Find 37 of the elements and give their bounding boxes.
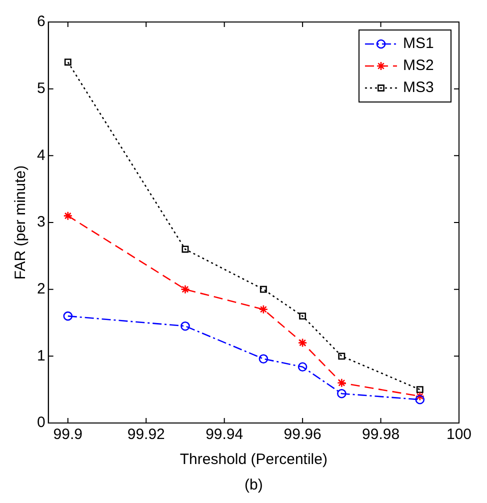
point xyxy=(416,386,424,394)
y-tick-label: 5 xyxy=(37,80,46,97)
point xyxy=(258,354,268,364)
point xyxy=(337,388,346,398)
point xyxy=(63,311,73,321)
legend-label: MS1 xyxy=(403,35,434,52)
y-axis-title: FAR (per minute) xyxy=(12,165,30,280)
point xyxy=(260,286,267,293)
legend-label: MS3 xyxy=(403,79,434,96)
y-tick-label: 6 xyxy=(37,13,46,30)
point xyxy=(298,338,308,348)
y-tick-label: 1 xyxy=(37,347,46,364)
point xyxy=(180,321,190,331)
x-tick-label: 99.9 xyxy=(53,426,82,444)
x-tick-label: 99.96 xyxy=(284,426,322,444)
y-tick-label: 3 xyxy=(37,214,46,231)
y-tick-label: 4 xyxy=(37,146,46,164)
y-tick-label: 2 xyxy=(37,280,46,298)
point xyxy=(182,246,189,253)
point xyxy=(298,362,308,372)
point xyxy=(415,392,425,401)
x-tick-label: 99.94 xyxy=(206,426,244,444)
text: (b) xyxy=(244,476,263,494)
x-axis-title: Threshold (Percentile) xyxy=(180,451,328,468)
point xyxy=(415,394,425,404)
point xyxy=(64,58,72,66)
point xyxy=(63,211,73,220)
legend-label: MS2 xyxy=(403,57,434,74)
point xyxy=(258,304,268,314)
point xyxy=(180,284,190,294)
y-tick-label: 0 xyxy=(37,414,46,432)
x-tick-label: 99.92 xyxy=(127,426,165,444)
point xyxy=(338,352,346,360)
point xyxy=(337,378,346,388)
x-tick-label: 100 xyxy=(446,426,472,444)
point xyxy=(299,312,306,320)
x-tick-label: 99.98 xyxy=(362,426,400,444)
